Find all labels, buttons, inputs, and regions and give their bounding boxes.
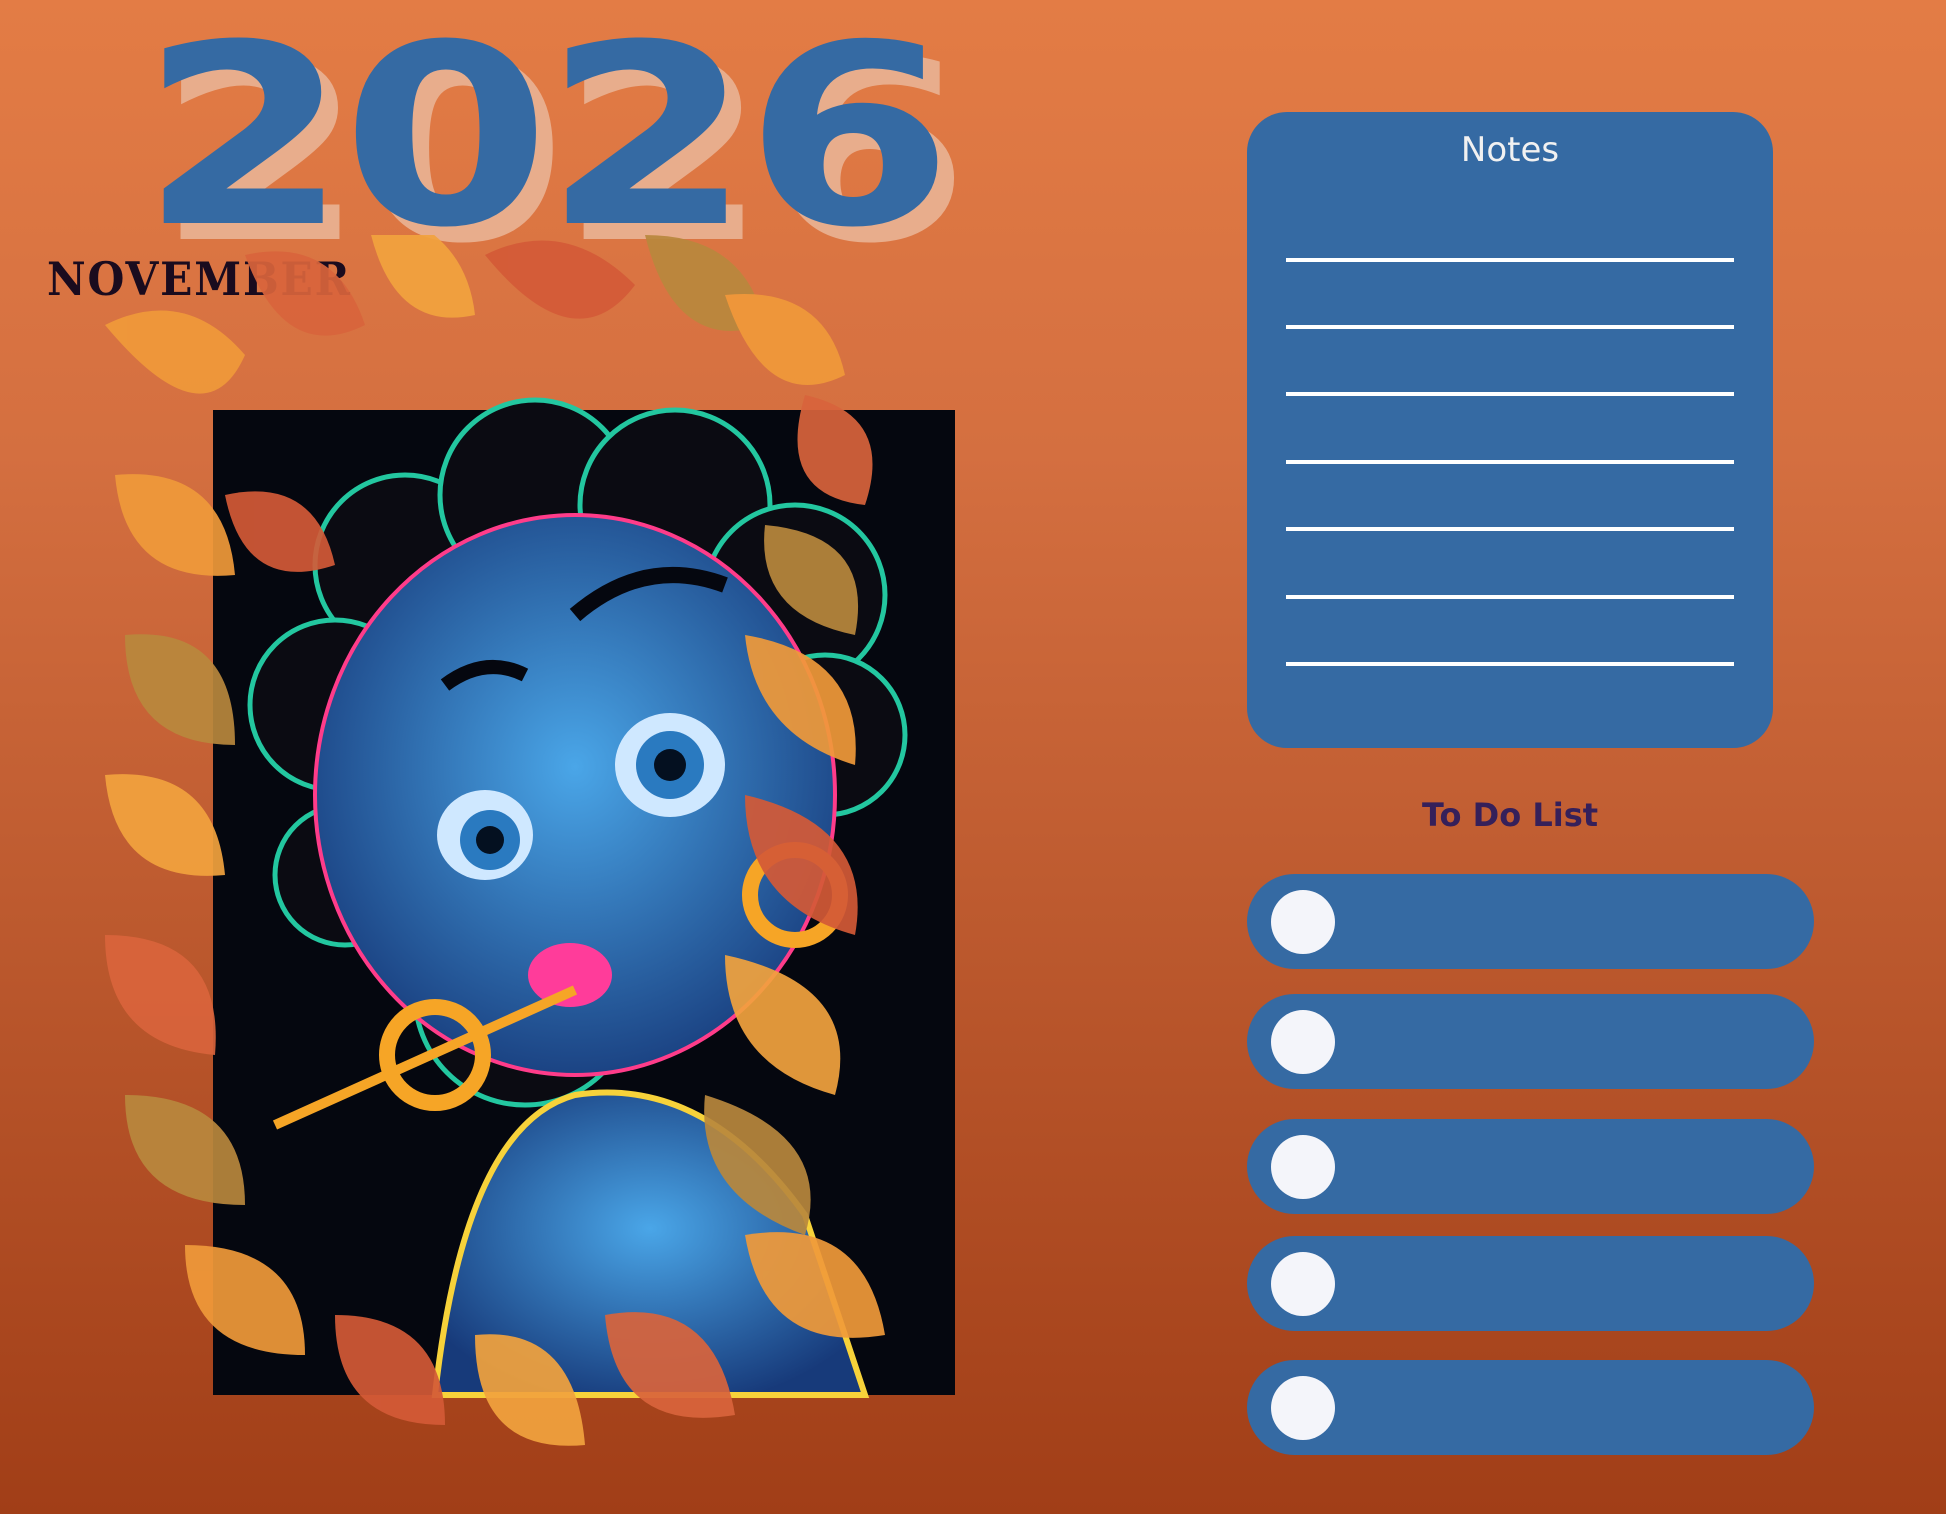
checkbox-circle-icon[interactable] — [1271, 890, 1335, 954]
notes-line[interactable] — [1286, 258, 1734, 262]
checkbox-circle-icon[interactable] — [1271, 1135, 1335, 1199]
todo-item[interactable] — [1247, 874, 1814, 969]
todo-item[interactable] — [1247, 1236, 1814, 1331]
todo-title: To Do List — [1421, 796, 1599, 834]
checkbox-circle-icon[interactable] — [1271, 1252, 1335, 1316]
todo-item[interactable] — [1247, 994, 1814, 1089]
notes-line[interactable] — [1286, 392, 1734, 396]
todo-item[interactable] — [1247, 1119, 1814, 1214]
todo-item[interactable] — [1247, 1360, 1814, 1455]
notes-line[interactable] — [1286, 662, 1734, 666]
notes-line[interactable] — [1286, 595, 1734, 599]
notes-line[interactable] — [1286, 460, 1734, 464]
checkbox-circle-icon[interactable] — [1271, 1376, 1335, 1440]
notes-line[interactable] — [1286, 527, 1734, 531]
notes-line[interactable] — [1286, 325, 1734, 329]
notes-panel: Notes — [1247, 112, 1773, 748]
notes-title: Notes — [1460, 130, 1560, 170]
illustration-woman-autumn-leaves — [105, 235, 955, 1446]
checkbox-circle-icon[interactable] — [1271, 1010, 1335, 1074]
year-title: 2026 — [140, 0, 953, 282]
